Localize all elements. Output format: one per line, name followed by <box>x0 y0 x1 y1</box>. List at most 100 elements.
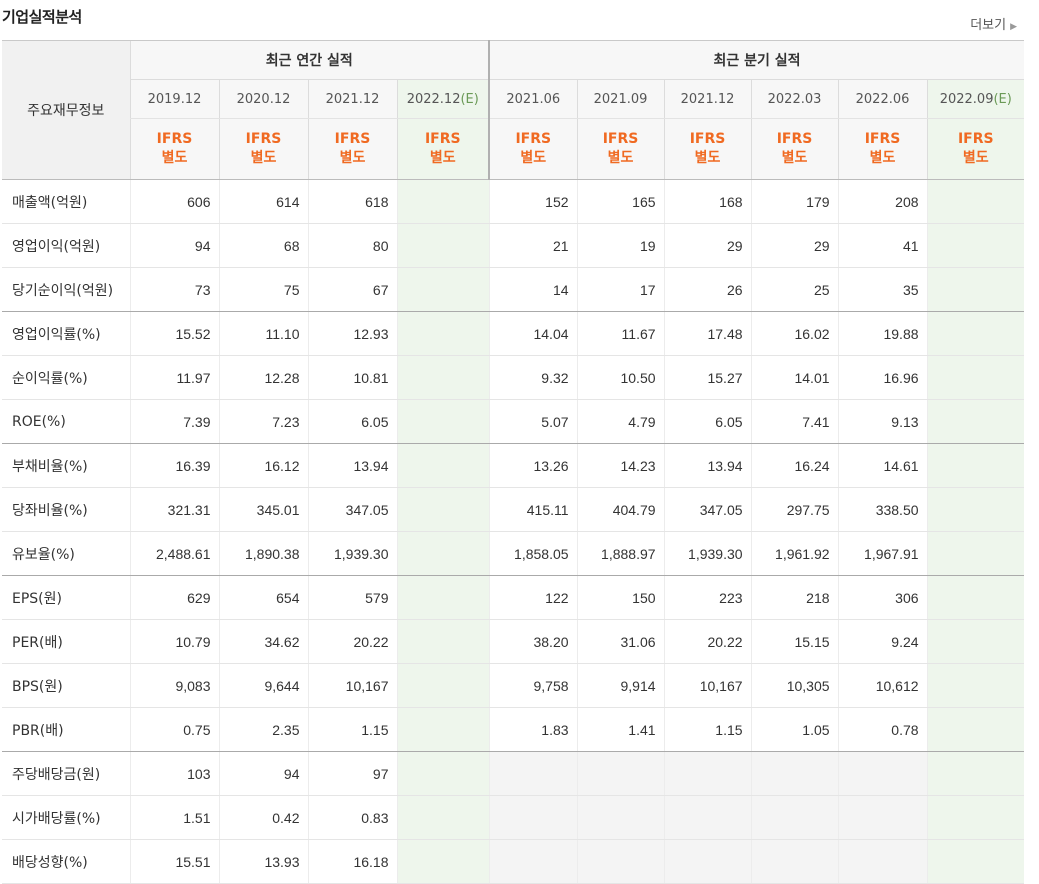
table-cell: 9.13 <box>837 399 928 444</box>
table-cell: 150 <box>576 575 665 620</box>
table-cell: 223 <box>663 575 752 620</box>
table-cell <box>396 223 490 268</box>
table-cell: 15.51 <box>129 839 219 884</box>
table-cell <box>396 619 490 664</box>
table-cell <box>396 267 490 312</box>
table-row: PER(배) 10.79 34.62 20.22 38.20 31.06 20.22 15.1… <box>2 619 1025 664</box>
table-row: 주당배당금(원) 103 94 97 <box>2 751 1025 796</box>
table-cell: 9,083 <box>129 663 219 708</box>
table-cell <box>926 355 1025 400</box>
row-label: 배당성향(%) <box>2 839 130 884</box>
ifrs-header: IFRS 별도 <box>926 118 1025 180</box>
row-label: 부채비율(%) <box>2 443 130 488</box>
annual-group-header: 최근 연간 실적 <box>129 40 490 80</box>
table-cell: 1.15 <box>663 707 752 752</box>
table-cell: 13.93 <box>218 839 308 884</box>
table-row: 순이익률(%) 11.97 12.28 10.81 9.32 10.50 15.27 14.0… <box>2 355 1025 400</box>
table-cell <box>663 839 752 884</box>
table-cell: 94 <box>218 751 308 796</box>
table-cell: 618 <box>307 179 397 224</box>
table-cell <box>837 839 928 884</box>
ifrs-header: IFRS 별도 <box>750 118 839 180</box>
ifrs-label: IFRS <box>245 131 282 147</box>
period-label: 2021.06 <box>506 91 561 107</box>
period-label: 2021.09 <box>593 91 648 107</box>
estimate-marker: (E) <box>993 91 1012 107</box>
table-cell <box>396 663 490 708</box>
ifrs-label: IFRS <box>864 131 901 147</box>
row-label: 주당배당금(원) <box>2 751 130 796</box>
table-cell: 168 <box>663 179 752 224</box>
table-cell: 338.50 <box>837 487 928 532</box>
table-cell: 1,967.91 <box>837 531 928 576</box>
period-header: 2022.06 <box>837 79 928 119</box>
table-cell: 11.10 <box>218 311 308 356</box>
table-cell: 306 <box>837 575 928 620</box>
table-cell: 12.93 <box>307 311 397 356</box>
ifrs-header: IFRS 별도 <box>129 118 219 180</box>
table-cell <box>396 531 490 576</box>
table-row: 부채비율(%) 16.39 16.12 13.94 13.26 14.23 13.94 16.… <box>2 443 1025 488</box>
period-header: 2022.03 <box>750 79 839 119</box>
period-header: 2021.12 <box>307 79 397 119</box>
ifrs-type-label: 별도 <box>250 150 277 166</box>
table-cell: 1,890.38 <box>218 531 308 576</box>
row-label: BPS(원) <box>2 663 130 708</box>
period-label: 2022.06 <box>855 91 910 107</box>
table-cell: 16.18 <box>307 839 397 884</box>
table-cell <box>576 795 665 840</box>
section-header: 기업실적분석 더보기 ▶ <box>0 0 1039 40</box>
more-link[interactable]: 더보기 ▶ <box>970 14 1017 33</box>
table-cell: 14.23 <box>576 443 665 488</box>
period-label: 2022.03 <box>767 91 822 107</box>
table-cell <box>750 795 839 840</box>
ifrs-label: IFRS <box>515 131 552 147</box>
table-cell: 2.35 <box>218 707 308 752</box>
table-cell: 16.12 <box>218 443 308 488</box>
table-cell: 80 <box>307 223 397 268</box>
ifrs-type-label: 별도 <box>607 150 634 166</box>
period-label: 2021.12 <box>680 91 735 107</box>
table-cell: 152 <box>488 179 578 224</box>
table-cell: 654 <box>218 575 308 620</box>
table-cell: 0.42 <box>218 795 308 840</box>
ifrs-type-label: 별도 <box>781 150 808 166</box>
main-header: 주요재무정보 <box>2 40 130 180</box>
table-cell: 21 <box>488 223 578 268</box>
table-cell <box>488 795 578 840</box>
table-cell: 26 <box>663 267 752 312</box>
table-cell: 13.26 <box>488 443 578 488</box>
table-cell: 20.22 <box>307 619 397 664</box>
table-row: 유보율(%) 2,488.61 1,890.38 1,939.30 1,858.05 1,… <box>2 531 1025 576</box>
table-row: EPS(원) 629 654 579 122 150 223 218 306 <box>2 575 1025 620</box>
ifrs-type-label: 별도 <box>520 150 547 166</box>
table-cell: 29 <box>750 223 839 268</box>
table-cell: 38.20 <box>488 619 578 664</box>
table-cell <box>926 619 1025 664</box>
table-cell: 321.31 <box>129 487 219 532</box>
table-cell <box>837 795 928 840</box>
table-cell <box>396 707 490 752</box>
table-cell: 29 <box>663 223 752 268</box>
table-cell: 0.75 <box>129 707 219 752</box>
table-cell <box>750 839 839 884</box>
table-cell <box>396 443 490 488</box>
table-cell: 0.78 <box>837 707 928 752</box>
table-cell <box>926 839 1025 884</box>
table-cell: 1,939.30 <box>663 531 752 576</box>
ifrs-label: IFRS <box>689 131 726 147</box>
ifrs-type-label: 별도 <box>339 150 366 166</box>
table-cell <box>926 443 1025 488</box>
table-cell <box>396 355 490 400</box>
table-cell: 10,305 <box>750 663 839 708</box>
table-row: 당기순이익(억원) 73 75 67 14 17 26 25 35 <box>2 267 1025 312</box>
period-header: 2021.09 <box>576 79 665 119</box>
ifrs-label: IFRS <box>156 131 193 147</box>
table-cell: 16.02 <box>750 311 839 356</box>
ifrs-type-label: 별도 <box>869 150 896 166</box>
table-cell: 9,644 <box>218 663 308 708</box>
table-cell: 14 <box>488 267 578 312</box>
ifrs-header: IFRS 별도 <box>663 118 752 180</box>
table-cell: 345.01 <box>218 487 308 532</box>
table-cell: 17.48 <box>663 311 752 356</box>
